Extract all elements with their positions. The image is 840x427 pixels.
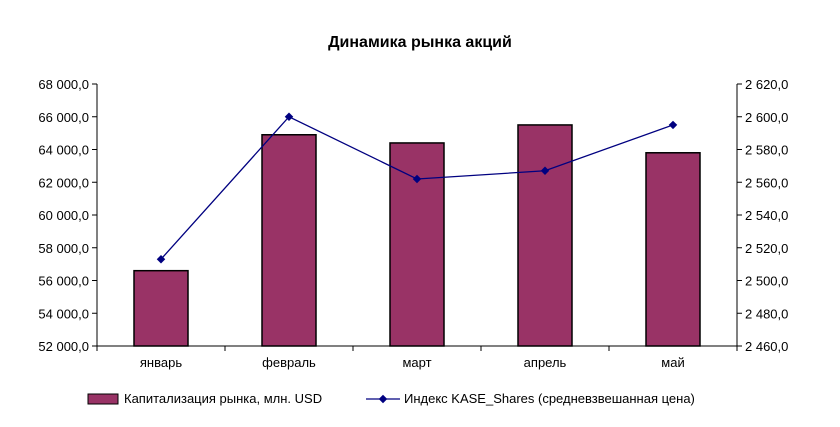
x-tick-label: май [661, 355, 684, 370]
legend-line-label: Индекс KASE_Shares (средневзвешанная цен… [404, 391, 695, 406]
line-point [412, 174, 422, 184]
right-tick-label: 2 600,0 [745, 110, 788, 125]
left-tick-label: 52 000,0 [38, 339, 89, 354]
left-tick-label: 54 000,0 [38, 306, 89, 321]
legend-bar-label: Капитализация рынка, млн. USD [124, 391, 322, 406]
right-tick-label: 2 460,0 [745, 339, 788, 354]
left-tick-label: 62 000,0 [38, 175, 89, 190]
left-tick-label: 56 000,0 [38, 274, 89, 289]
axes: 52 000,0 54 000,0 56 000,0 58 000,0 60 000,0… [38, 77, 788, 370]
bar [261, 134, 317, 347]
line-point [156, 254, 166, 264]
right-tick-label: 2 480,0 [745, 306, 788, 321]
left-tick-label: 64 000,0 [38, 143, 89, 158]
line-point [284, 112, 294, 121]
bar [645, 152, 701, 347]
right-tick-label: 2 620,0 [745, 77, 788, 92]
bar [517, 124, 573, 347]
legend-bar-swatch [87, 393, 119, 405]
chart-title: Динамика рынка акций [328, 34, 512, 51]
x-tick-label: январь [140, 355, 182, 370]
right-tick-label: 2 580,0 [745, 143, 788, 158]
right-tick-label: 2 560,0 [745, 175, 788, 190]
right-tick-label: 2 500,0 [745, 274, 788, 289]
legend: Капитализация рынка, млн. USD Индекс KAS… [87, 391, 695, 406]
legend-line-marker [378, 394, 388, 404]
right-tick-label: 2 540,0 [745, 208, 788, 223]
left-tick-label: 66 000,0 [38, 110, 89, 125]
bar-series [133, 124, 701, 347]
bar [389, 142, 445, 347]
left-tick-label: 58 000,0 [38, 241, 89, 256]
right-tick-label: 2 520,0 [745, 241, 788, 256]
x-tick-label: март [402, 355, 431, 370]
bar [133, 269, 189, 347]
line-point [668, 120, 678, 130]
left-tick-label: 60 000,0 [38, 208, 89, 223]
x-tick-label: февраль [262, 355, 316, 370]
left-tick-label: 68 000,0 [38, 77, 89, 92]
x-tick-label: апрель [524, 355, 567, 370]
